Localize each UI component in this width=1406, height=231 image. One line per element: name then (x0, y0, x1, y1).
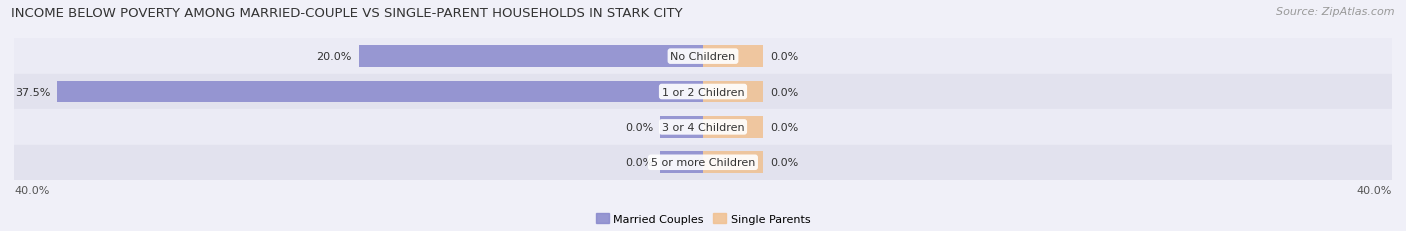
Text: 0.0%: 0.0% (770, 52, 799, 62)
Text: 3 or 4 Children: 3 or 4 Children (662, 122, 744, 132)
Bar (703, 81, 763, 103)
Text: INCOME BELOW POVERTY AMONG MARRIED-COUPLE VS SINGLE-PARENT HOUSEHOLDS IN STARK C: INCOME BELOW POVERTY AMONG MARRIED-COUPL… (11, 7, 683, 20)
Text: 37.5%: 37.5% (15, 87, 51, 97)
Text: 0.0%: 0.0% (770, 122, 799, 132)
Bar (703, 152, 763, 173)
Bar (359, 46, 703, 68)
Text: 0.0%: 0.0% (770, 87, 799, 97)
Text: 0.0%: 0.0% (624, 158, 652, 167)
Bar (14, 39, 1392, 74)
Text: 5 or more Children: 5 or more Children (651, 158, 755, 167)
Bar (659, 152, 703, 173)
Text: 40.0%: 40.0% (14, 185, 49, 195)
Text: 0.0%: 0.0% (624, 122, 652, 132)
Legend: Married Couples, Single Parents: Married Couples, Single Parents (592, 209, 814, 228)
Bar (58, 81, 703, 103)
Text: Source: ZipAtlas.com: Source: ZipAtlas.com (1277, 7, 1395, 17)
Text: 0.0%: 0.0% (770, 158, 799, 167)
Text: No Children: No Children (671, 52, 735, 62)
Bar (14, 74, 1392, 110)
Bar (14, 110, 1392, 145)
Bar (659, 116, 703, 138)
Bar (703, 46, 763, 68)
Bar (14, 145, 1392, 180)
Text: 20.0%: 20.0% (316, 52, 352, 62)
Bar (703, 116, 763, 138)
Text: 40.0%: 40.0% (1357, 185, 1392, 195)
Text: 1 or 2 Children: 1 or 2 Children (662, 87, 744, 97)
